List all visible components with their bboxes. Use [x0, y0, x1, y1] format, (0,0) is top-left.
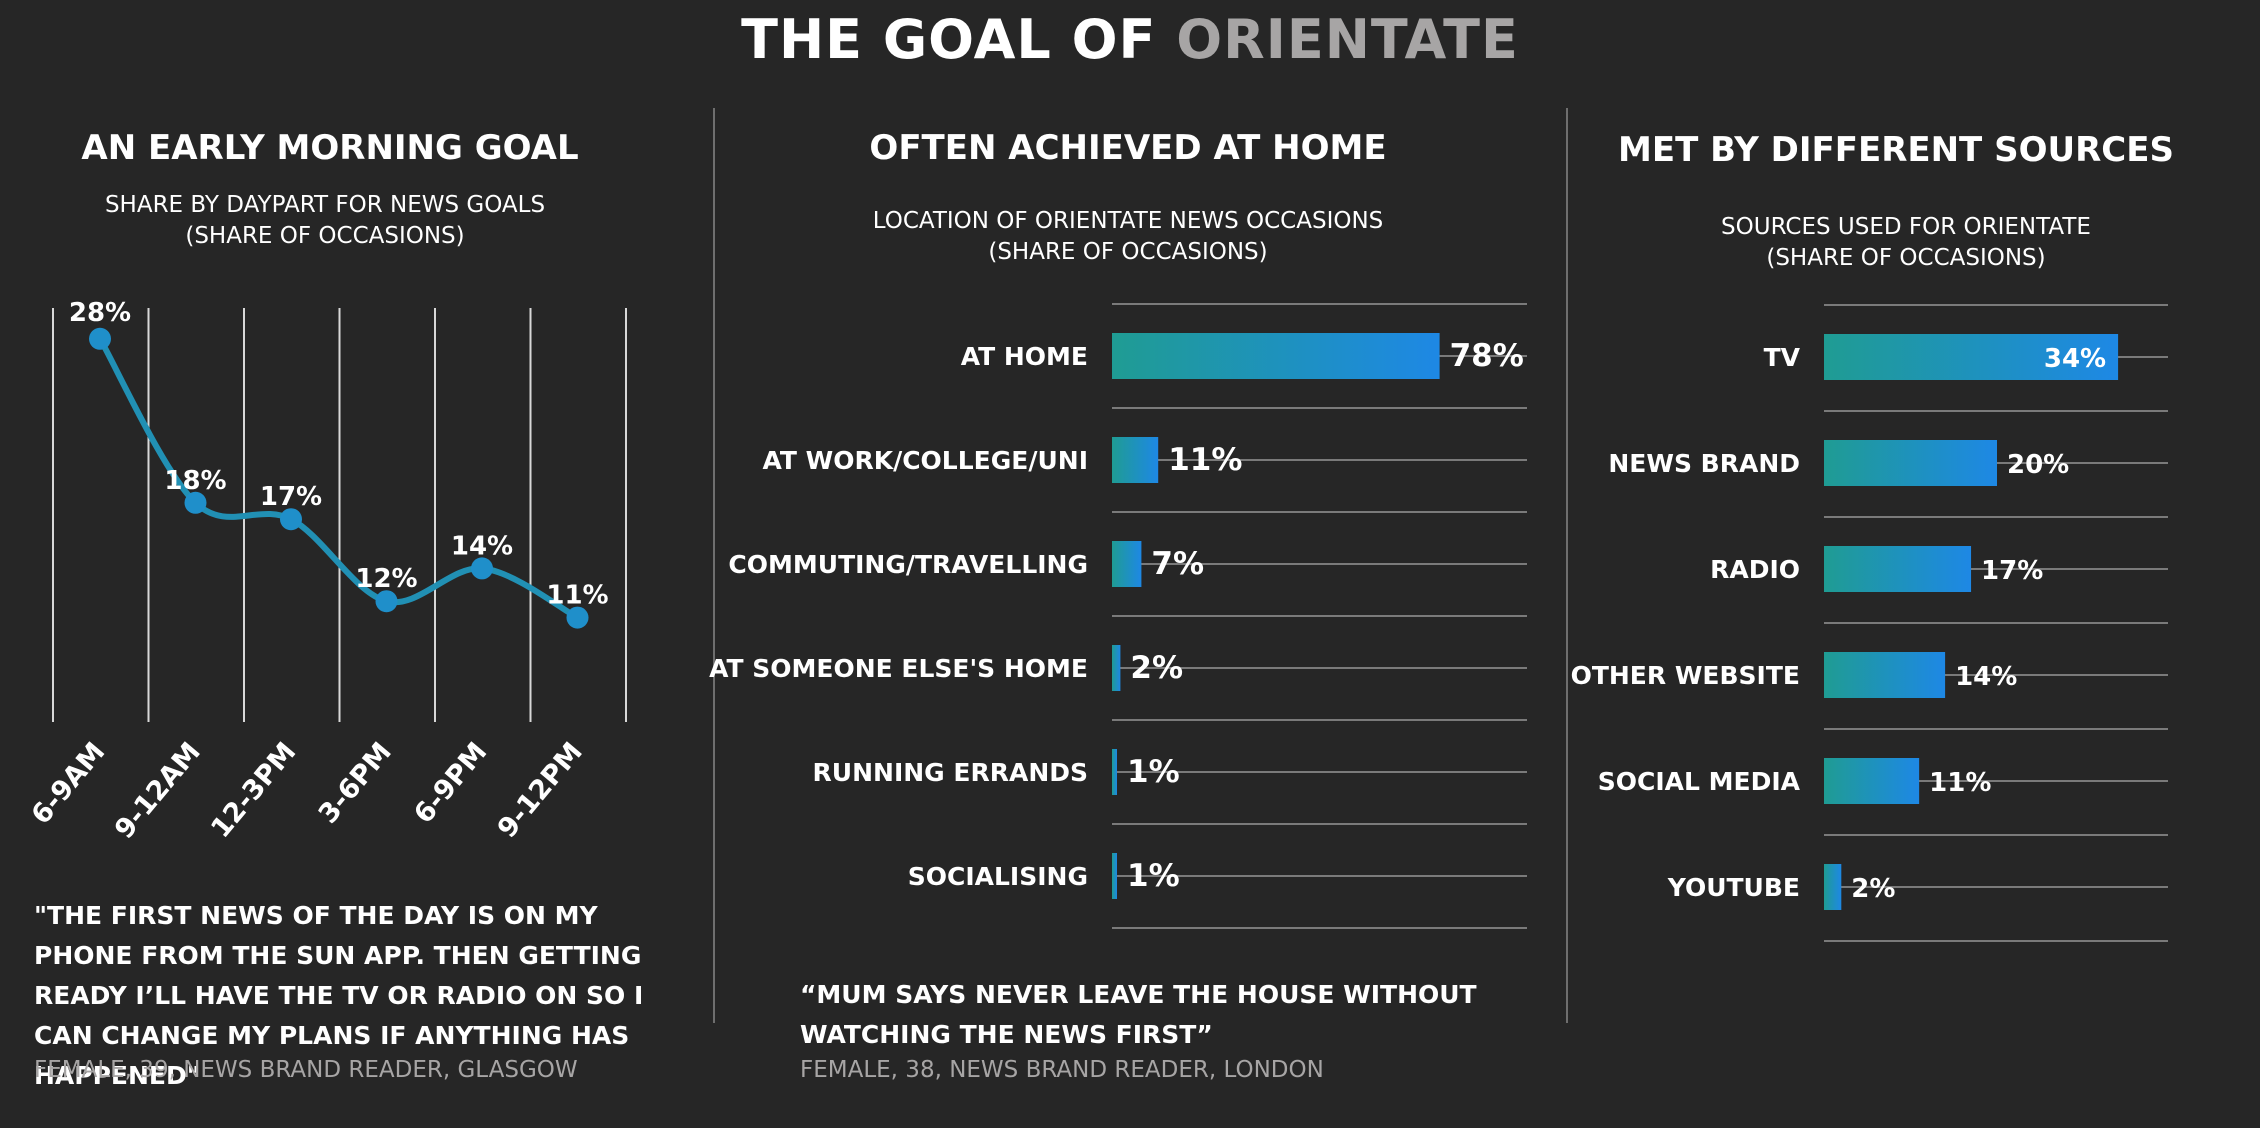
category-label: TV [1764, 343, 1801, 372]
data-label: 20% [2007, 450, 2069, 480]
daypart-line-chart: 28% 6-9AM 18% 9-12AM 17% 12-3PM 12% 3-6PM 14% 6-9… [26, 298, 627, 845]
data-label: 1% [1127, 858, 1180, 894]
bar [1824, 440, 1997, 486]
data-label: 12% [355, 564, 417, 594]
panel-3-subtitle-line-1: SOURCES USED FOR ORIENTATE [1721, 214, 2091, 240]
x-tick-label: 6-9AM [26, 737, 112, 831]
panel-3-subtitle: SOURCES USED FOR ORIENTATE (SHARE OF OCC… [1566, 212, 2246, 274]
bar [1824, 334, 2119, 380]
category-label: OTHER WEBSITE [1571, 661, 1800, 690]
panel-1-subtitle: SHARE BY DAYPART FOR NEWS GOALS (SHARE O… [0, 190, 650, 252]
panel-1-subtitle-line-1: SHARE BY DAYPART FOR NEWS GOALS [104, 192, 546, 218]
data-label: 2% [1130, 650, 1183, 686]
bar [1112, 541, 1142, 587]
x-tick-label: 12-3PM [205, 737, 302, 844]
page-title: THE GOAL OF ORIENTATE [0, 8, 2260, 71]
panel-2-title: OFTEN ACHIEVED AT HOME [869, 128, 1387, 168]
data-point [280, 508, 302, 531]
panel-3-title: MET BY DIFFERENT SOURCES [1618, 130, 2174, 170]
category-label: RADIO [1710, 555, 1800, 584]
panel-1-subtitle-line-2: (SHARE OF OCCASIONS) [185, 223, 465, 249]
bar [1824, 652, 1946, 698]
sources-bar-chart: TV 34% NEWS BRAND 20% RADIO 17% OTHER WEBSITE 1… [1571, 304, 2168, 942]
bar [1112, 749, 1117, 795]
x-tick-label: 6-9PM [408, 737, 493, 830]
data-label: 34% [2044, 344, 2106, 374]
column-divider-2 [1566, 108, 1568, 1023]
data-point [89, 327, 111, 350]
title-part-2: ORIENTATE [1176, 8, 1519, 71]
bar [1112, 437, 1159, 483]
title-part-1: THE GOAL OF [741, 8, 1177, 71]
category-label: SOCIAL MEDIA [1598, 767, 1801, 796]
data-label: 7% [1151, 546, 1204, 582]
category-label: AT WORK/COLLEGE/UNI [762, 446, 1088, 475]
data-point [375, 590, 398, 613]
panel-1-title: AN EARLY MORNING GOAL [81, 128, 579, 168]
panel-2-subtitle-line-2: (SHARE OF OCCASIONS) [988, 239, 1268, 265]
category-label: COMMUTING/TRAVELLING [728, 550, 1088, 579]
panel-3-subtitle-line-2: (SHARE OF OCCASIONS) [1766, 245, 2046, 271]
data-label: 11% [546, 581, 608, 611]
data-label: 28% [69, 298, 131, 328]
data-point [184, 491, 207, 514]
category-label: YOUTUBE [1667, 873, 1800, 902]
data-label: 17% [1981, 556, 2043, 586]
data-label: 78% [1450, 338, 1524, 374]
bar [1112, 333, 1440, 379]
panel-2-subtitle: LOCATION OF ORIENTATE NEWS OCCASIONS (SH… [713, 206, 1543, 268]
panel-2-attribution: FEMALE, 38, NEWS BRAND READER, LONDON [800, 1057, 1324, 1083]
data-label: 1% [1127, 754, 1180, 790]
data-label: 14% [451, 531, 513, 561]
data-point [566, 606, 589, 629]
x-tick-label: 9-12PM [492, 737, 589, 844]
data-label: 14% [1955, 662, 2017, 692]
data-label: 11% [1168, 442, 1242, 478]
location-bar-chart: AT HOME 78% AT WORK/COLLEGE/UNI 11% COMMUTIN… [709, 303, 1527, 929]
panel-2-subtitle-line-1: LOCATION OF ORIENTATE NEWS OCCASIONS [872, 208, 1384, 234]
category-label: RUNNING ERRANDS [813, 758, 1088, 787]
x-tick-label: 3-6PM [313, 737, 398, 830]
data-label: 17% [260, 482, 322, 512]
category-label: AT SOMEONE ELSE'S HOME [709, 654, 1088, 683]
category-label: SOCIALISING [908, 862, 1088, 891]
bar [1112, 645, 1121, 691]
bar [1112, 853, 1117, 899]
data-point [471, 557, 493, 580]
data-label: 18% [164, 466, 226, 496]
bar [1824, 758, 1920, 804]
bar [1824, 864, 1842, 910]
x-tick-label: 9-12AM [109, 737, 207, 845]
data-label: 11% [1929, 768, 1991, 798]
data-label: 2% [1851, 874, 1895, 904]
bar [1824, 546, 1972, 592]
panel-1-attribution: FEMALE, 39, NEWS BRAND READER, GLASGOW [34, 1057, 578, 1083]
panel-1-quote: "THE FIRST NEWS OF THE DAY IS ON MY PHON… [34, 901, 644, 1090]
category-label: AT HOME [961, 342, 1088, 371]
category-label: NEWS BRAND [1608, 449, 1800, 478]
column-divider-1 [713, 108, 715, 1023]
panel-2-quote: “MUM SAYS NEVER LEAVE THE HOUSE WITHOUT … [800, 980, 1477, 1049]
